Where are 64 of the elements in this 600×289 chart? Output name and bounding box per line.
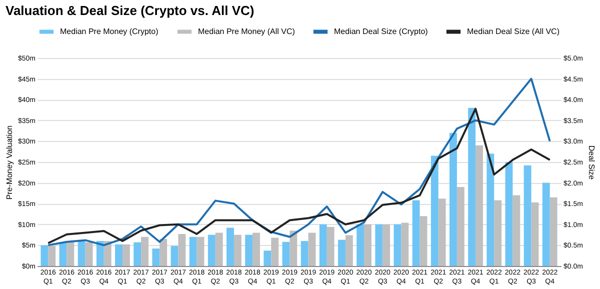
bar <box>160 238 168 266</box>
y2-axis-title: Deal Size <box>586 145 596 180</box>
bar <box>40 245 48 266</box>
line-series <box>47 108 551 244</box>
bar <box>382 224 390 266</box>
bar <box>420 216 428 266</box>
bar <box>438 198 446 266</box>
bar <box>319 224 327 266</box>
bar <box>141 236 148 266</box>
bar <box>85 242 93 266</box>
bar <box>430 156 438 266</box>
legend-label: Median Deal Size (All VC) <box>467 26 560 36</box>
bar <box>505 162 513 266</box>
bar <box>531 202 539 266</box>
line-series <box>47 78 551 246</box>
bar <box>401 222 409 266</box>
bar <box>252 232 260 266</box>
bar <box>215 232 223 266</box>
bar <box>308 232 316 266</box>
bar <box>245 234 253 266</box>
bar <box>226 228 234 266</box>
bar <box>450 132 457 266</box>
bar <box>134 242 142 266</box>
bar <box>234 234 242 266</box>
bar <box>196 236 204 266</box>
bar <box>290 230 298 266</box>
bar <box>412 200 420 266</box>
bar <box>476 145 483 266</box>
bar <box>189 236 197 266</box>
bar <box>494 200 502 266</box>
bar <box>300 241 308 266</box>
bar <box>282 242 290 266</box>
bar <box>338 240 346 266</box>
bar <box>345 235 353 266</box>
bar <box>364 224 372 266</box>
bar <box>375 224 383 266</box>
bar <box>550 197 558 266</box>
bar <box>122 244 130 266</box>
bar <box>512 195 520 266</box>
bar <box>78 241 86 266</box>
bar <box>326 226 334 266</box>
bar <box>178 234 186 266</box>
bar <box>271 238 279 266</box>
bar <box>264 250 272 266</box>
bar <box>208 234 216 266</box>
bar <box>356 224 364 266</box>
bar <box>96 241 104 266</box>
bar <box>104 241 112 266</box>
chart-title: Valuation & Deal Size (Crypto vs. All VC) <box>5 3 254 18</box>
bar <box>66 241 74 266</box>
legend-label: Median Deal Size (Crypto) <box>334 26 428 36</box>
bar <box>170 246 178 266</box>
bar <box>486 154 494 266</box>
legend-label: Median Pre Money (Crypto) <box>60 26 159 36</box>
bar <box>152 248 160 266</box>
bar <box>542 182 550 266</box>
bar <box>115 244 122 266</box>
bar <box>394 224 402 266</box>
bar <box>524 165 532 266</box>
bar <box>468 108 476 266</box>
y-axis-title: Pre-Money Valuation <box>4 125 14 200</box>
bar <box>48 246 56 266</box>
bar <box>456 186 464 266</box>
legend-label: Median Pre Money (All VC) <box>198 26 296 36</box>
